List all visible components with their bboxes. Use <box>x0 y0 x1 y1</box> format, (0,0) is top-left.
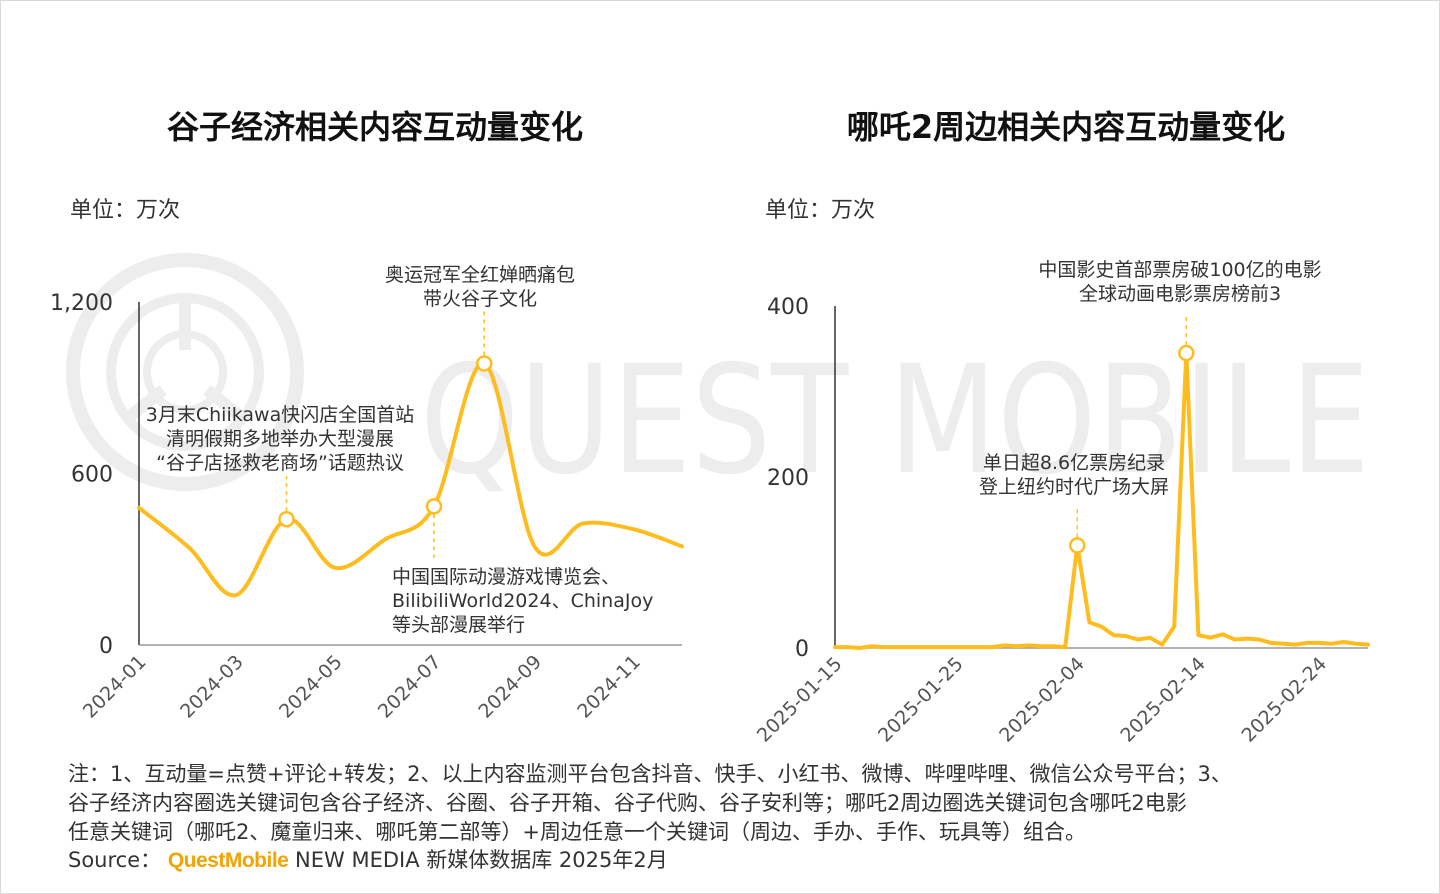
source-label: Source： <box>68 848 162 872</box>
annotation-label: 中国国际动漫游戏博览会、 <box>392 566 620 588</box>
unit-label: 单位：万次 <box>70 198 180 223</box>
series-line <box>833 351 1370 650</box>
annotation-label: 登上纽约时代广场大屏 <box>979 476 1169 498</box>
footnote-line-3: 任意关键词（哪吒2、魔童归来、哪吒第二部等）+周边任意一个关键词（周边、手办、手… <box>68 820 1086 844</box>
footnote-line-2: 谷子经济内容圈选关键词包含谷子经济、谷圈、谷子开箱、谷子代购、谷子安利等；哪吒2… <box>68 791 1187 815</box>
annotation-marker <box>1069 537 1086 554</box>
x-tick-label: 2025-01-15 <box>753 653 847 747</box>
x-tick-label: 2025-02-24 <box>1237 653 1331 747</box>
y-tick-label: 400 <box>767 295 809 320</box>
watermark-logo-icon <box>66 253 304 491</box>
x-tick-label: 2024-07 <box>374 651 446 723</box>
x-tick-label: 2024-03 <box>176 651 248 723</box>
x-tick-label: 2024-05 <box>275 651 347 723</box>
annotation-marker <box>1178 344 1195 362</box>
annotation-label: BilibiliWorld2024、ChinaJoy <box>392 590 653 612</box>
annotation-label: 全球动画电影票房榜前3 <box>1079 283 1281 305</box>
chart-title: 谷子经济相关内容互动量变化 <box>167 108 583 146</box>
chart-title: 哪吒2周边相关内容互动量变化 <box>847 108 1285 146</box>
annotation-label: 等头部漫展举行 <box>392 614 525 636</box>
source-line: Source： QuestMobile NEW MEDIA 新媒体数据库 202… <box>68 844 668 874</box>
watermark-text: QUEST MOBILE <box>420 334 1370 508</box>
y-tick-label: 0 <box>99 634 113 659</box>
annotation-label: 带火谷子文化 <box>423 288 537 310</box>
x-tick-label: 2024-09 <box>474 651 546 723</box>
watermark: QUEST MOBILE <box>66 253 1370 508</box>
x-tick-label: 2025-02-14 <box>1116 653 1210 747</box>
x-tick-label: 2024-01 <box>79 651 151 723</box>
annotation-marker <box>476 355 493 372</box>
annotation-label: “谷子店拯救老商场”话题热议 <box>156 452 404 474</box>
footnote-line-1: 注：1、互动量=点赞+评论+转发；2、以上内容监测平台包含抖音、快手、小红书、微… <box>68 762 1232 786</box>
y-tick-label: 600 <box>71 463 113 488</box>
annotation-label: 清明假期多地举办大型漫展 <box>166 428 394 450</box>
x-tick-label: 2024-11 <box>573 651 645 723</box>
source-text: NEW MEDIA 新媒体数据库 2025年2月 <box>295 848 668 872</box>
x-tick-label: 2025-01-25 <box>874 653 968 747</box>
x-tick-label: 2025-02-04 <box>995 653 1089 747</box>
unit-label: 单位：万次 <box>765 198 875 223</box>
annotation-label: 中国影史首部票房破100亿的电影 <box>1038 259 1321 281</box>
annotation-label: 单日超8.6亿票房纪录 <box>983 452 1165 474</box>
y-tick-label: 200 <box>767 466 809 491</box>
y-tick-label: 0 <box>795 637 809 662</box>
series-line <box>137 361 684 598</box>
annotation-label: 奥运冠军全红婵晒痛包 <box>385 264 575 286</box>
y-tick-label: 1,200 <box>50 291 113 316</box>
annotation-marker <box>425 498 443 515</box>
annotation-label: 3月末Chiikawa快闪店全国首站 <box>146 404 414 426</box>
source-brand-logo: QuestMobile <box>167 849 289 872</box>
annotation-marker <box>278 510 295 528</box>
